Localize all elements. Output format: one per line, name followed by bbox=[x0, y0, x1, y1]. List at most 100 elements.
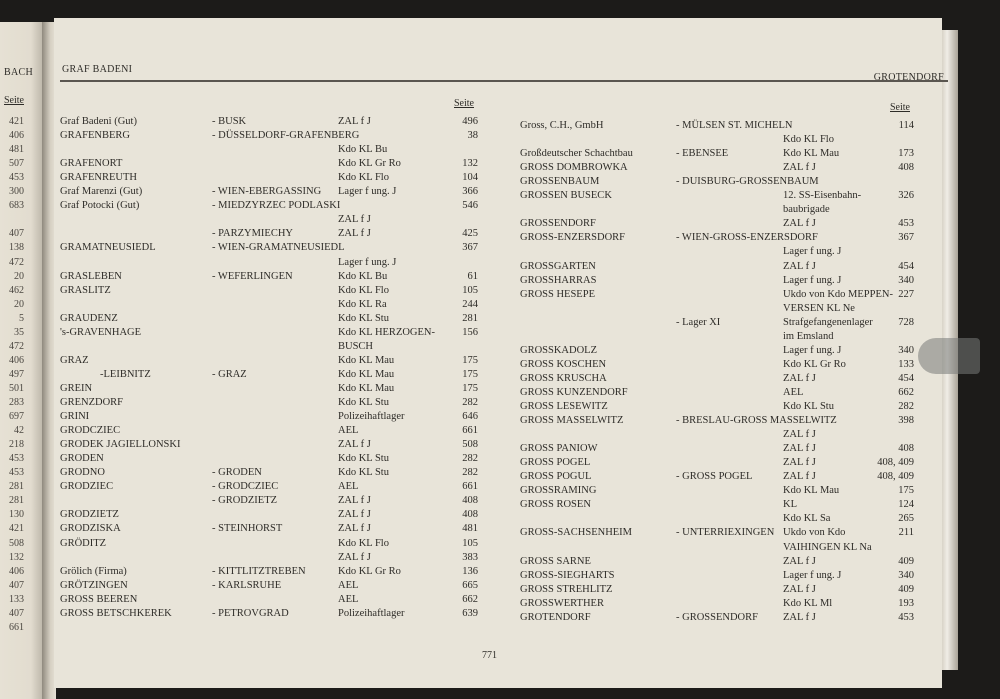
entry-camp-type: Kdo KL Gr Ro bbox=[783, 358, 846, 370]
entry-page: 132 bbox=[462, 158, 478, 170]
entry-page: 133 bbox=[898, 358, 914, 370]
entry-page: 366 bbox=[462, 186, 478, 198]
entry-camp-type: baubrigade bbox=[783, 204, 830, 216]
entry-name: Grölich (Firma) bbox=[60, 565, 127, 577]
entry-camp-type: ZAL f J bbox=[783, 555, 816, 567]
entry-camp-type: Kdo KL Mau bbox=[338, 382, 395, 394]
entry-camp-type: Ukdo von Kdo MEPPEN- bbox=[783, 288, 893, 300]
entry-page: 175 bbox=[462, 368, 478, 380]
entry-page: 38 bbox=[467, 130, 479, 142]
entry-location: - UNTERRIEXINGEN bbox=[676, 527, 775, 539]
entry-location: - WIEN-EBERGASSING bbox=[212, 186, 322, 198]
entry-page: 105 bbox=[462, 284, 478, 296]
previous-page-number: 507 bbox=[9, 158, 24, 170]
previous-page-number: 453 bbox=[9, 172, 24, 184]
entry-name: GRODEN bbox=[60, 453, 104, 465]
entry-page: 661 bbox=[462, 481, 478, 493]
entry-name: GREIN bbox=[60, 382, 93, 394]
entry-camp-type: 12. SS-Eisenbahn- bbox=[783, 190, 862, 202]
entry-camp-type: Lager f ung. J bbox=[783, 274, 842, 286]
entry-location: - BUSK bbox=[212, 116, 247, 127]
entry-page: 136 bbox=[462, 565, 478, 577]
entry-page: 408 bbox=[462, 509, 478, 521]
index-page: GRAF BADENI GROTENDORF Seite Seite Graf … bbox=[54, 18, 948, 688]
entry-name: GROSS BEEREN bbox=[60, 593, 138, 605]
previous-page-number: 472 bbox=[9, 340, 24, 352]
entry-name: GRAZ bbox=[60, 354, 89, 366]
previous-page-number: 218 bbox=[9, 439, 24, 451]
left-seite-label: Seite bbox=[454, 98, 474, 109]
entry-page: 661 bbox=[462, 425, 478, 437]
entry-name: GRASLITZ bbox=[60, 284, 111, 296]
entry-location: - WEFERLINGEN bbox=[212, 270, 293, 282]
entry-name: GROSS-SIEGHARTS bbox=[520, 569, 615, 581]
previous-page-number: 5 bbox=[19, 312, 24, 324]
entry-name: GROSS HESEPE bbox=[520, 288, 595, 300]
entry-page: 175 bbox=[898, 485, 914, 497]
entry-camp-type: Kdo KL Mau bbox=[338, 354, 395, 366]
previous-page-number: 300 bbox=[9, 186, 24, 198]
entry-camp-type: Lager f ung. J bbox=[783, 569, 842, 581]
entry-name: GROSS MASSELWITZ bbox=[520, 415, 624, 427]
entry-page: 175 bbox=[462, 354, 478, 366]
entry-location: - MIEDZYRZEC PODLASKI bbox=[212, 200, 341, 212]
entry-camp-type: AEL bbox=[338, 593, 359, 605]
entry-name: GROSSKADOLZ bbox=[520, 344, 598, 356]
entry-camp-type: Lager f ung. J bbox=[338, 256, 397, 268]
entry-camp-type: ZAL f J bbox=[338, 228, 371, 240]
entry-camp-type: ZAL f J bbox=[783, 162, 816, 174]
entry-page: 211 bbox=[898, 527, 914, 539]
entry-page: 265 bbox=[898, 513, 914, 525]
entry-name: GRAFENBERG bbox=[60, 130, 131, 142]
previous-page-number: 508 bbox=[9, 537, 24, 549]
entry-camp-type: Kdo KL Gr Ro bbox=[338, 158, 401, 170]
entry-page: 367 bbox=[462, 242, 478, 254]
entry-location: - DÜSSELDORF-GRAFENBERG bbox=[212, 130, 360, 142]
entry-camp-type: Lager f ung. J bbox=[783, 344, 842, 356]
entry-name: GROSSWERTHER bbox=[520, 597, 604, 609]
entry-camp-type: ZAL f J bbox=[783, 457, 816, 469]
entry-camp-type: AEL bbox=[783, 386, 804, 398]
previous-page-seite-label: Seite bbox=[4, 95, 24, 106]
entry-location: - MÜLSEN ST. MICHELN bbox=[676, 120, 793, 131]
previous-page-number: 132 bbox=[9, 551, 24, 563]
page-clip bbox=[918, 338, 980, 374]
previous-page-number: 406 bbox=[9, 130, 24, 142]
entry-location: - GROSSENDORF bbox=[676, 611, 758, 623]
entry-location: - DUISBURG-GROSSENBAUM bbox=[676, 176, 819, 188]
entry-location: - KITTLITZTREBEN bbox=[212, 565, 306, 577]
entry-name: GROTENDORF bbox=[520, 611, 591, 623]
page-number: 771 bbox=[482, 650, 497, 661]
entry-camp-type: ZAL f J bbox=[338, 551, 371, 563]
entry-page: 662 bbox=[898, 386, 914, 398]
entry-page: 282 bbox=[462, 467, 478, 479]
previous-page-number: 497 bbox=[9, 368, 24, 380]
entry-camp-type: ZAL f J bbox=[338, 523, 371, 535]
left-running-header: GRAF BADENI bbox=[62, 64, 133, 75]
entry-location: - PARZYMIECHY bbox=[212, 228, 293, 240]
entry-name: GROSSHARRAS bbox=[520, 274, 597, 286]
previous-page-number: 481 bbox=[9, 144, 24, 156]
entry-page: 114 bbox=[898, 120, 914, 131]
entry-page: 408 bbox=[898, 162, 914, 174]
previous-page-number: 661 bbox=[9, 621, 24, 633]
entry-name: GRAUDENZ bbox=[60, 312, 118, 324]
entry-name: GROSS POGUL bbox=[520, 471, 592, 483]
entry-camp-type: Kdo KL Flo bbox=[338, 537, 389, 549]
entry-camp-type: ZAL f J bbox=[783, 260, 816, 272]
entry-name: GRODNO bbox=[60, 467, 105, 479]
entry-name: GRÖTZINGEN bbox=[60, 579, 128, 591]
entry-page: 383 bbox=[462, 551, 478, 563]
entry-name: GRAFENORT bbox=[60, 158, 123, 170]
entry-name: GRAMATNEUSIEDL bbox=[60, 242, 156, 254]
entry-name: GRÖDITZ bbox=[60, 537, 107, 549]
entry-camp-type: Kdo KL Bu bbox=[338, 270, 388, 282]
entry-name: GROSS-ENZERSDORF bbox=[520, 232, 626, 244]
previous-page-number: 281 bbox=[9, 481, 24, 493]
previous-page-number: 20 bbox=[14, 270, 24, 282]
entry-location: - BRESLAU-GROSS MASSELWITZ bbox=[676, 415, 837, 427]
previous-page-number: 421 bbox=[9, 116, 24, 127]
entry-camp-type: Kdo KL Flo bbox=[338, 284, 389, 296]
entry-location: - GRODCZIEC bbox=[212, 481, 279, 493]
entry-name: -LEIBNITZ bbox=[100, 368, 151, 380]
